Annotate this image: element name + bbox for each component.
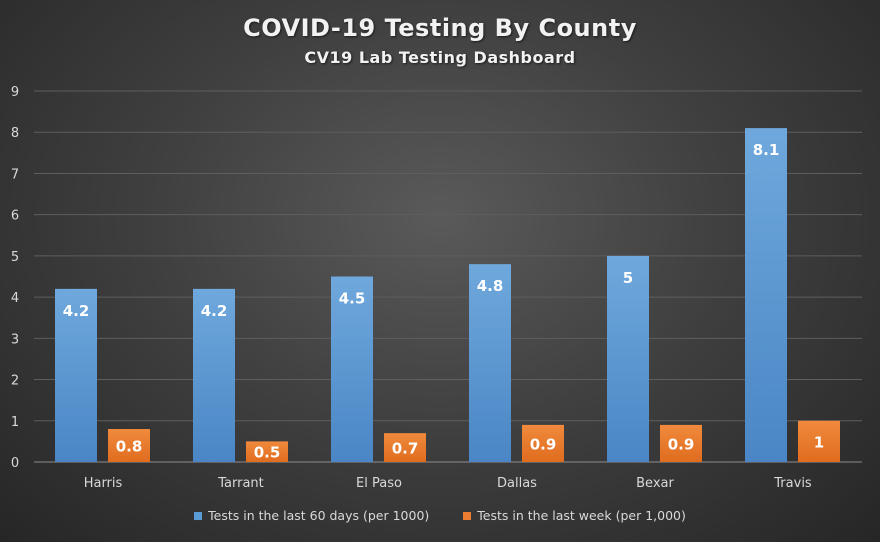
bar-last-week	[246, 441, 288, 462]
x-category-label: El Paso	[356, 476, 402, 491]
legend-item-60-days: Tests in the last 60 days (per 1000)	[194, 508, 429, 523]
y-tick-label: 3	[11, 332, 19, 347]
y-tick-label: 8	[11, 126, 19, 141]
y-tick-label: 1	[11, 415, 19, 430]
data-label: 4.8	[477, 277, 504, 295]
legend: Tests in the last 60 days (per 1000) Tes…	[0, 508, 880, 523]
bar-last-week	[660, 424, 702, 462]
legend-swatch-orange	[463, 511, 472, 520]
gridlines	[34, 90, 862, 463]
data-label: 4.2	[63, 302, 90, 320]
bar-last-week	[522, 424, 564, 462]
data-label: 8.1	[753, 141, 780, 159]
y-tick-label: 5	[11, 250, 19, 265]
bar-last-week	[108, 429, 150, 462]
data-label: 5	[623, 269, 633, 287]
legend-item-last-week: Tests in the last week (per 1,000)	[463, 508, 686, 523]
bar-last-week	[384, 433, 426, 462]
x-category-label: Bexar	[636, 476, 674, 491]
chart-subtitle: CV19 Lab Testing Dashboard	[304, 48, 576, 67]
x-category-label: Tarrant	[217, 476, 264, 491]
y-tick-label: 4	[11, 291, 19, 306]
data-label: 0.5	[254, 444, 281, 462]
bar-60-days	[55, 288, 97, 462]
legend-label-last-week: Tests in the last week (per 1,000)	[477, 508, 686, 523]
y-tick-label: 2	[11, 374, 19, 389]
y-tick-label: 0	[11, 456, 19, 471]
data-label: 4.2	[201, 302, 228, 320]
data-labels: 4.2 0.8 4.2 0.5 4.5 0.7 4.8 0.9 5 0.9 8.1 1	[63, 141, 825, 462]
legend-label-60-days: Tests in the last 60 days (per 1000)	[208, 508, 430, 523]
data-label: 0.9	[668, 435, 695, 453]
chart-title: COVID-19 Testing By County	[243, 14, 637, 42]
bar-60-days	[331, 276, 373, 462]
y-tick-label: 9	[11, 85, 19, 100]
data-label: 0.7	[392, 440, 419, 458]
x-axis-categories: Harris Tarrant El Paso Dallas Bexar Travis	[84, 476, 812, 491]
y-tick-label: 7	[11, 167, 19, 182]
x-category-label: Harris	[84, 476, 123, 491]
bars	[55, 128, 840, 462]
bar-last-week	[798, 420, 840, 462]
data-label: 1	[814, 433, 824, 451]
bar-60-days	[193, 288, 235, 462]
bar-60-days	[607, 255, 649, 462]
y-tick-label: 6	[11, 209, 19, 224]
y-axis-ticks: 0 1 2 3 4 5 6 7 8 9	[11, 85, 19, 471]
bar-60-days	[745, 128, 787, 462]
legend-swatch-blue	[194, 511, 203, 520]
x-category-label: Dallas	[497, 476, 537, 491]
data-label: 0.8	[116, 438, 143, 456]
x-category-label: Travis	[773, 476, 812, 491]
data-label: 4.5	[339, 290, 366, 308]
bar-60-days	[469, 264, 511, 462]
data-label: 0.9	[530, 435, 557, 453]
